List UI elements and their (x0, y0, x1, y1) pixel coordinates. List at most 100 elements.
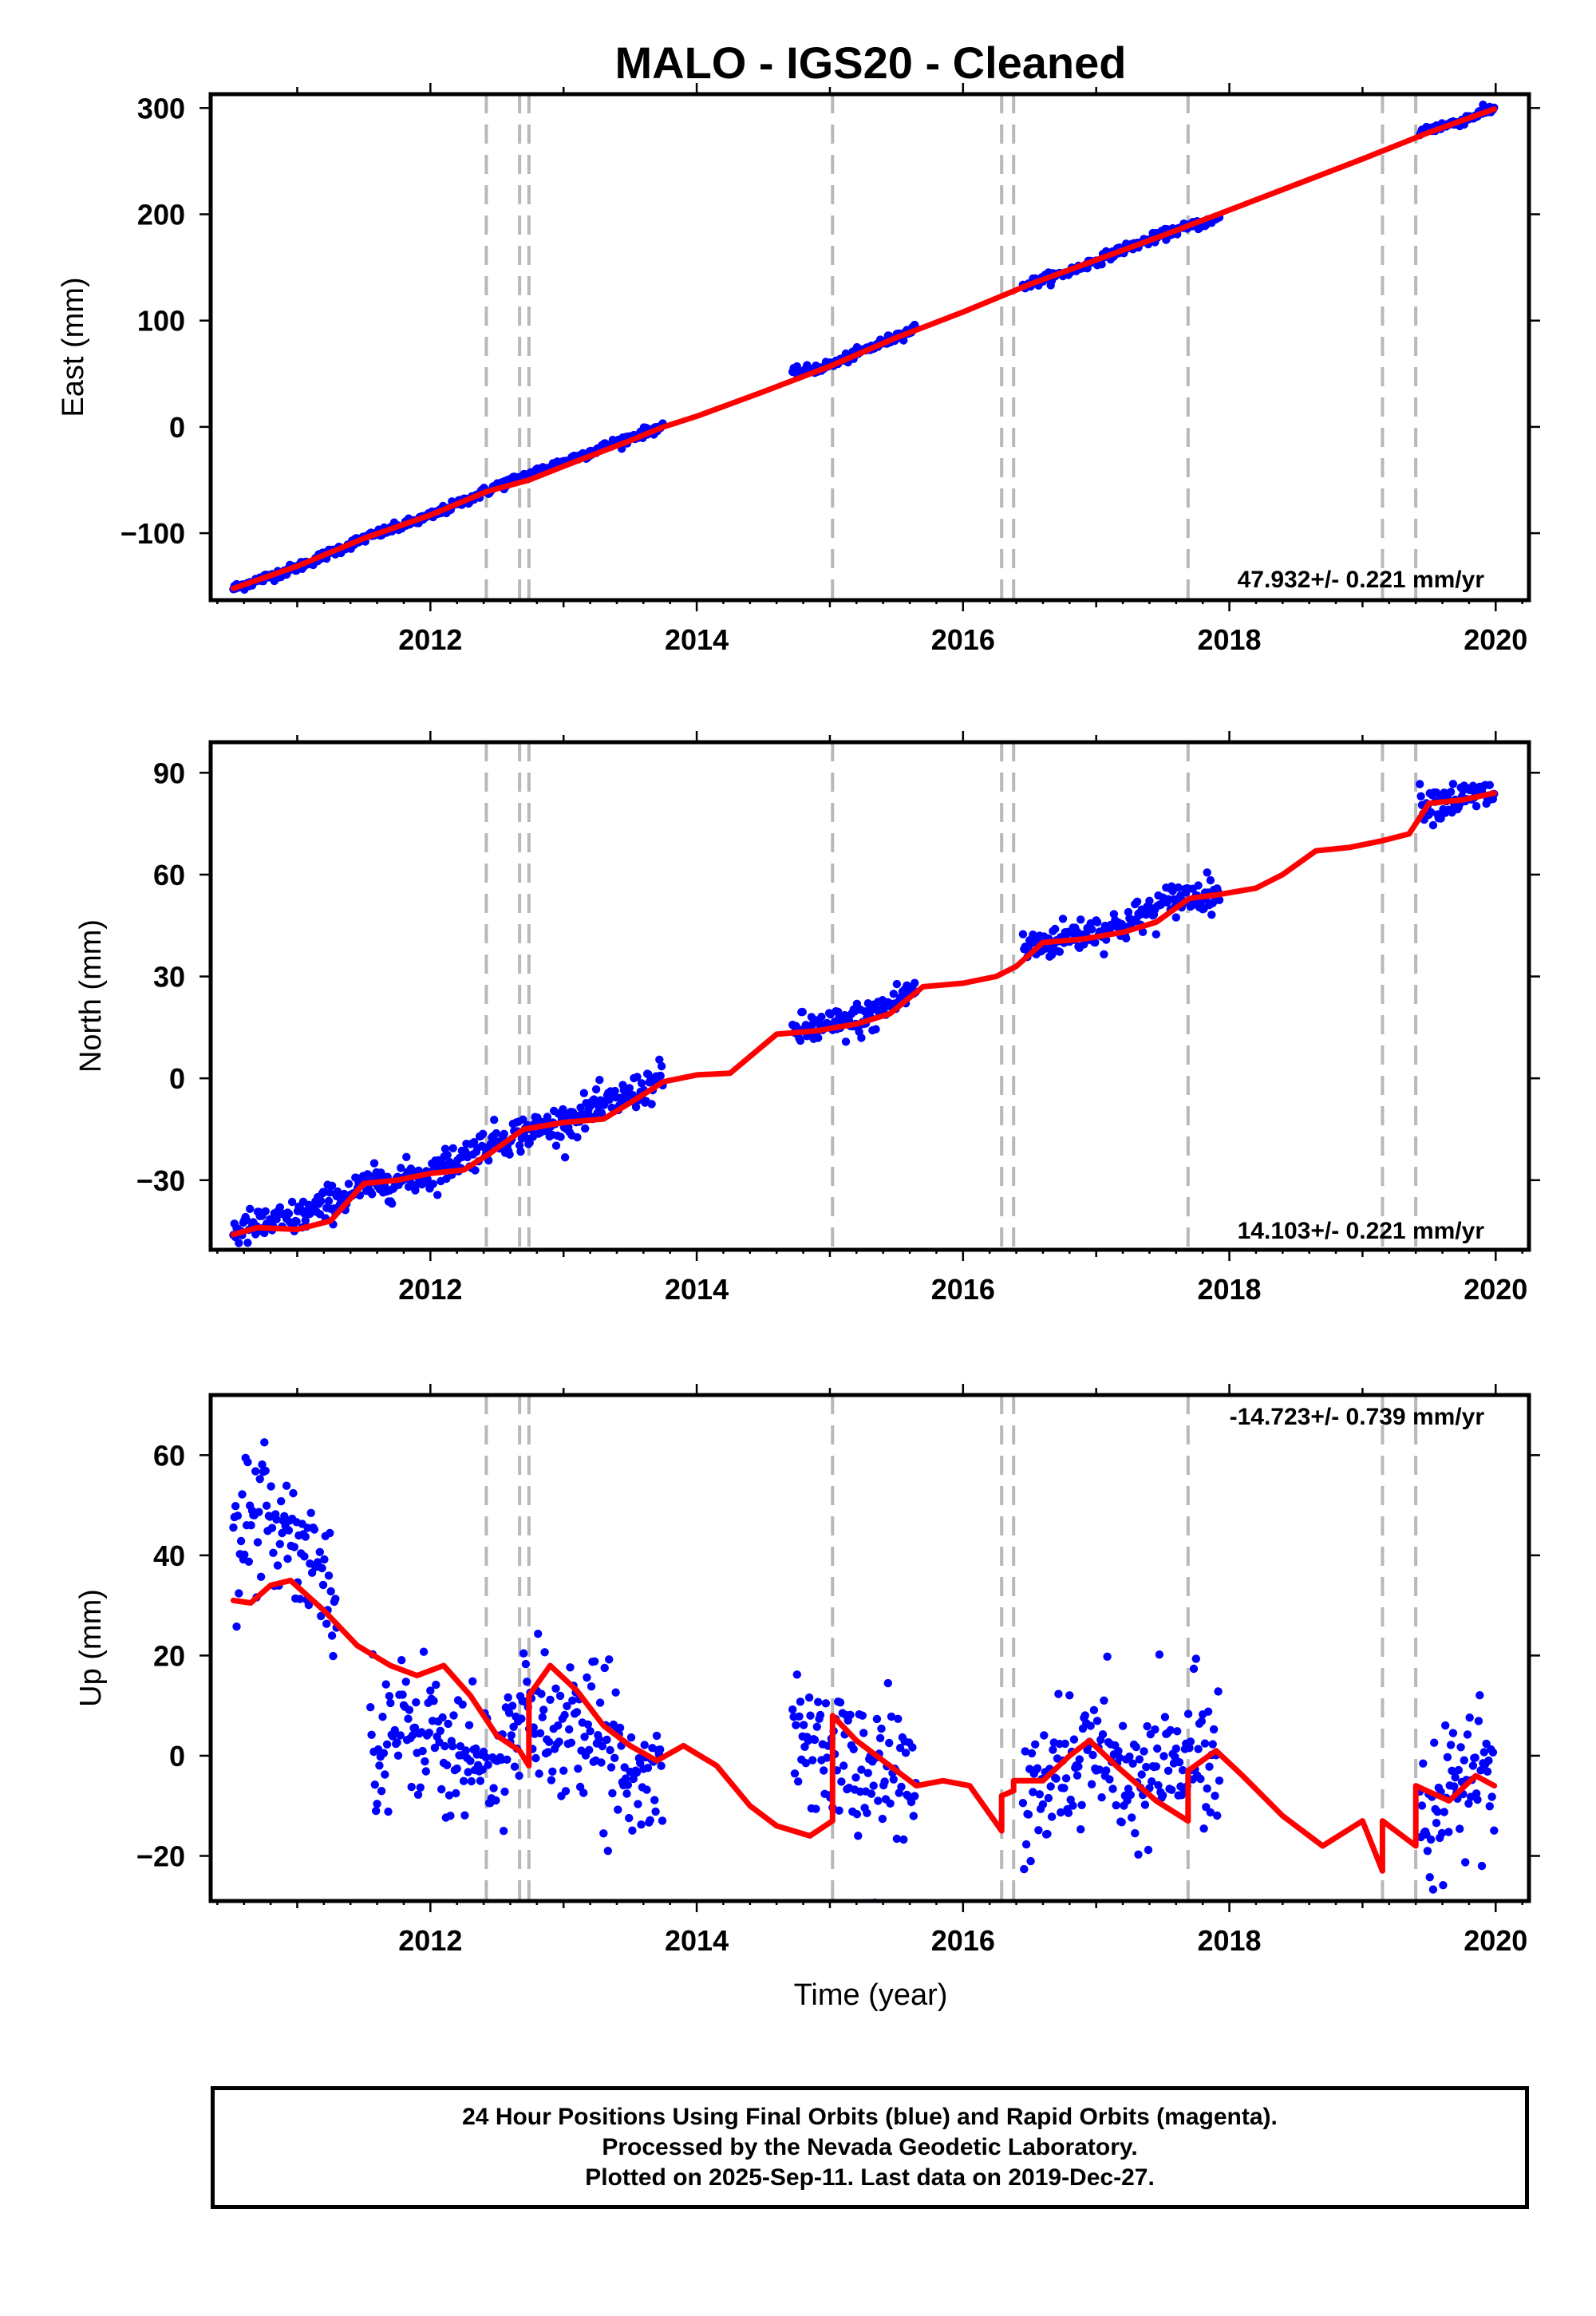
up-observation-point (1208, 1740, 1217, 1749)
east-y-axis-label: East (mm) (57, 277, 90, 417)
up-observation-point (889, 1775, 899, 1784)
north-observation-point (796, 1036, 805, 1045)
up-observation-point (605, 1655, 614, 1664)
north-observation-point (595, 1076, 604, 1085)
up-observation-point (404, 1714, 413, 1723)
up-observation-point (231, 1502, 240, 1511)
up-observation-point (883, 1678, 893, 1688)
up-observation-point (507, 1731, 516, 1740)
up-observation-point (517, 1714, 526, 1723)
up-observation-point (587, 1682, 596, 1691)
east-model-line (230, 106, 1498, 591)
up-observation-point (429, 1697, 438, 1705)
x-axis-label: Time (year) (794, 1978, 948, 2012)
up-observation-point (318, 1563, 326, 1573)
up-observation-point (852, 1810, 862, 1819)
up-observation-point (894, 1714, 903, 1723)
up-observation-point (378, 1713, 387, 1721)
up-observation-point (1077, 1800, 1086, 1809)
up-x-tick-label: 2014 (665, 1924, 729, 1957)
up-observation-point (1451, 1773, 1460, 1782)
up-observation-point (322, 1619, 331, 1628)
up-observation-point (820, 1766, 828, 1775)
east-observation-point (1097, 260, 1106, 269)
up-observation-point (1183, 1709, 1193, 1718)
up-observation-point (839, 1761, 848, 1770)
up-observation-point (385, 1692, 394, 1701)
up-observation-point (1061, 1774, 1071, 1783)
north-observation-point (1416, 792, 1425, 800)
up-observation-point (897, 1782, 906, 1792)
east-offset-lines (484, 94, 1418, 600)
up-x-tick-label: 2020 (1464, 1924, 1527, 1957)
up-observation-point (1097, 1793, 1106, 1802)
up-observation-point (1118, 1721, 1128, 1730)
up-observation-point (869, 1781, 878, 1790)
up-y-tick-label: 40 (153, 1539, 185, 1572)
up-observation-point (366, 1703, 375, 1712)
up-observation-point (382, 1740, 392, 1749)
up-observation-point (1465, 1713, 1474, 1722)
up-observation-point (858, 1711, 867, 1720)
north-observation-point (433, 1191, 442, 1199)
up-x-tick-label: 2018 (1197, 1924, 1261, 1957)
up-observation-point (1132, 1742, 1140, 1752)
up-observation-point (1166, 1725, 1175, 1735)
up-observation-point (637, 1820, 646, 1829)
up-observation-point (801, 1759, 811, 1768)
north-rate-label: 14.103+/- 0.221 mm/yr (1238, 1218, 1485, 1244)
up-observation-point (651, 1807, 660, 1816)
up-observation-point (1196, 1774, 1205, 1784)
up-observation-point (874, 1796, 883, 1805)
up-observation-point (1074, 1762, 1083, 1771)
up-observation-point (1117, 1818, 1126, 1827)
up-observation-point (568, 1696, 577, 1705)
up-observation-point (863, 1808, 871, 1817)
north-observation-point (1485, 781, 1495, 789)
north-observation-point (590, 1095, 598, 1104)
up-observation-point (315, 1547, 324, 1557)
up-observation-point (1065, 1691, 1074, 1700)
up-observation-point (1057, 1808, 1065, 1817)
up-observation-point (367, 1730, 376, 1739)
up-observation-point (466, 1757, 475, 1765)
up-observation-point (235, 1589, 243, 1598)
east-x-tick-label: 2014 (665, 623, 729, 656)
up-observation-point (1100, 1696, 1108, 1705)
up-observation-point (1474, 1717, 1483, 1725)
up-observation-point (412, 1697, 421, 1707)
up-observation-point (444, 1791, 454, 1800)
up-observation-point (464, 1721, 474, 1729)
up-observation-point (531, 1753, 540, 1763)
up-observation-point (563, 1701, 571, 1710)
up-observation-point (1044, 1793, 1053, 1803)
up-observation-point (1171, 1744, 1181, 1753)
up-observation-point (1454, 1765, 1464, 1775)
up-rate-label: -14.723+/- 0.739 mm/yr (1230, 1404, 1485, 1430)
up-observation-point (877, 1724, 886, 1733)
up-observation-point (658, 1816, 667, 1825)
up-observation-point (1098, 1730, 1108, 1739)
up-observation-point (1103, 1652, 1112, 1661)
up-observation-point (1450, 1782, 1459, 1791)
north-observation-point (439, 1160, 448, 1168)
up-observation-point (625, 1813, 634, 1823)
footer-line-1: 24 Hour Positions Using Final Orbits (bl… (462, 2104, 1278, 2130)
up-observation-point (304, 1600, 314, 1610)
north-observation-point (1055, 947, 1065, 956)
up-observation-point (459, 1777, 468, 1785)
north-observation-point (1077, 915, 1085, 924)
north-observation-point (1132, 897, 1142, 907)
up-observation-point (1479, 1748, 1489, 1757)
up-observation-point (282, 1481, 291, 1490)
north-observation-point (505, 1150, 514, 1159)
up-observation-point (1476, 1766, 1485, 1775)
up-observation-point (623, 1780, 633, 1789)
up-observation-point (546, 1695, 555, 1704)
up-observation-point (1052, 1774, 1061, 1783)
north-observation-point (1171, 913, 1181, 922)
east-y-tick-label: −100 (120, 517, 185, 550)
north-observation-point (490, 1116, 499, 1124)
north-observation-point (287, 1197, 297, 1207)
up-observation-point (326, 1587, 335, 1596)
